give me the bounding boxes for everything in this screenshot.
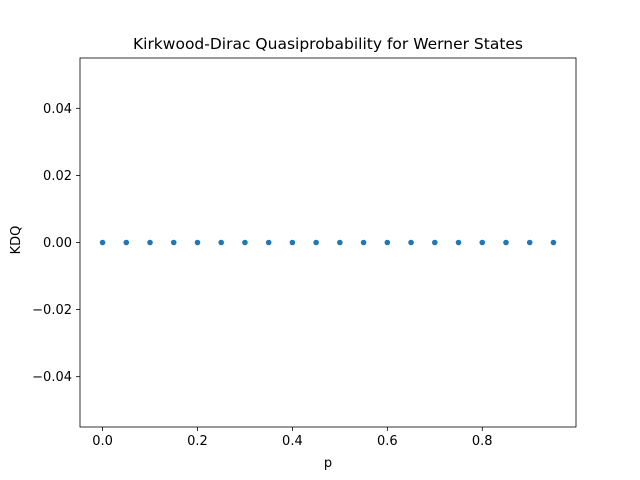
x-axis-ticks: 0.0 0.2 0.4 0.6 0.8: [92, 427, 493, 449]
x-tick-label: 0.8: [472, 434, 493, 449]
data-point: [147, 239, 153, 246]
x-tick-label: 0.6: [377, 434, 398, 449]
data-point: [289, 239, 296, 246]
y-tick-label: 0.04: [43, 102, 72, 117]
x-axis-label: p: [324, 456, 332, 471]
y-tick-label: 0.00: [43, 236, 72, 251]
y-axis-ticks: −0.04 −0.02 0.00 0.02 0.04: [32, 102, 80, 385]
x-tick-label: 0.4: [282, 434, 303, 449]
data-point: [503, 239, 509, 246]
data-point: [194, 239, 201, 246]
y-axis-label: KDQ: [9, 226, 24, 255]
data-point: [265, 239, 272, 246]
data-point: [455, 239, 462, 246]
data-point: [526, 239, 533, 246]
data-point: [550, 239, 557, 246]
data-points: [99, 239, 557, 246]
y-tick-label: −0.04: [32, 370, 72, 385]
axes-frame: [79, 57, 577, 428]
y-tick-label: −0.02: [32, 303, 72, 318]
data-point: [431, 239, 438, 246]
chart-title: Kirkwood-Dirac Quasiprobability for Wern…: [133, 35, 523, 53]
data-point: [123, 239, 130, 246]
data-point: [337, 239, 343, 246]
data-point: [218, 239, 225, 246]
plot-area: [79, 57, 577, 428]
data-point: [242, 239, 248, 246]
x-tick-label: 0.0: [92, 434, 113, 449]
data-point: [313, 239, 319, 246]
data-point: [360, 239, 367, 246]
data-point: [99, 239, 106, 246]
x-tick-label: 0.2: [187, 434, 208, 449]
data-point: [408, 239, 414, 246]
data-point: [479, 239, 486, 246]
data-point: [170, 239, 177, 246]
y-tick-label: 0.02: [43, 169, 72, 184]
data-point: [384, 239, 391, 246]
